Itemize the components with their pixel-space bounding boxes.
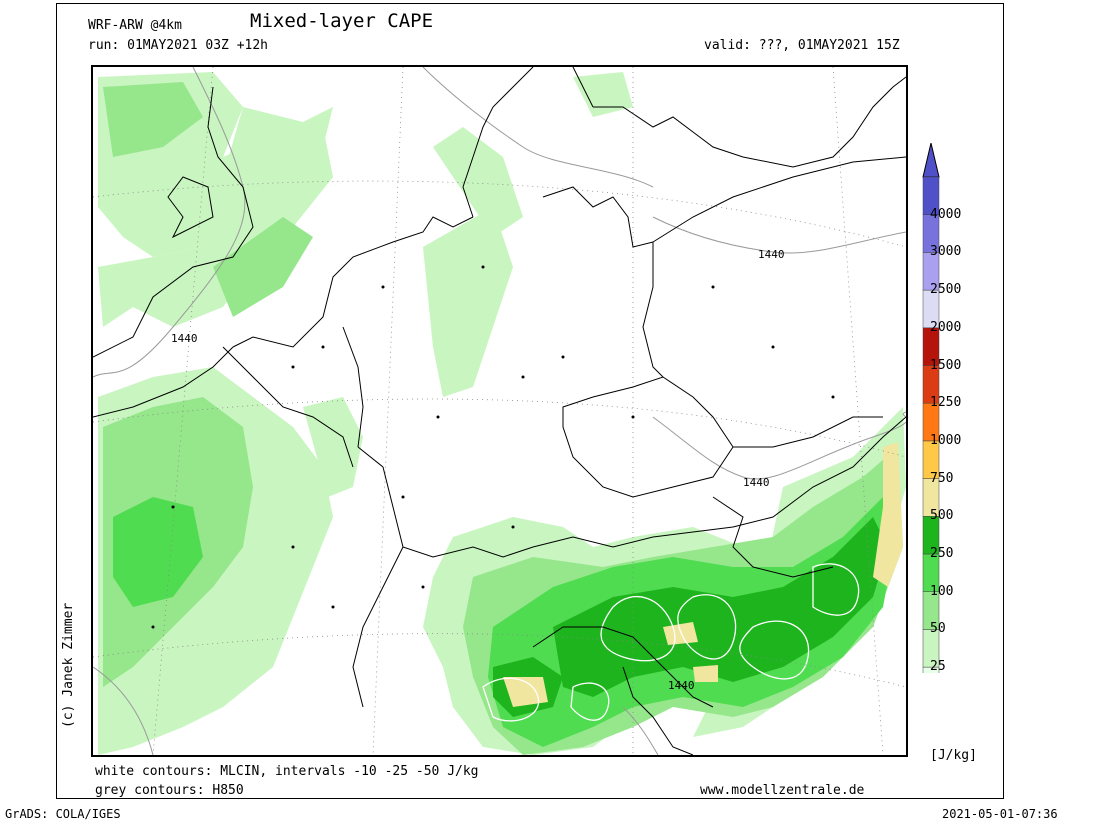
timestamp-label: 2021-05-01-07:36	[942, 807, 1058, 821]
legend-grey-contours: grey contours: H850	[95, 783, 244, 798]
colorbar-tick-label: 2000	[930, 319, 962, 335]
colorbar-tick-label: 750	[930, 470, 954, 486]
map-area: 1440 1440 1440 1440	[91, 65, 908, 757]
mlcin-contours	[482, 563, 860, 722]
colorbar-tick-label: 1500	[930, 357, 962, 373]
credit-label: (c) Janek Zimmer	[61, 602, 76, 728]
software-label: GrADS: COLA/IGES	[5, 807, 121, 821]
cape-field-yellow	[503, 442, 903, 707]
graticule	[93, 67, 906, 755]
h850-label: 1440	[743, 476, 770, 489]
colorbar-tick-label: 3000	[930, 244, 962, 260]
colorbar-tick-label: 250	[930, 546, 954, 561]
colorbar-tick-label: 1000	[930, 432, 962, 448]
colorbar-top-triangle	[922, 142, 940, 178]
map-svg	[93, 67, 906, 755]
colorbar-tick-label: 4000	[930, 206, 962, 222]
legend-white-contours: white contours: MLCIN, intervals -10 -25…	[95, 764, 479, 779]
colorbar-segment	[922, 176, 940, 215]
colorbar: 4000 3000 2500 2000 1500 1250 1000 750 500 250 100…	[920, 142, 1020, 739]
chart-title: Mixed-layer CAPE	[250, 10, 434, 32]
model-label: WRF-ARW @4km	[88, 18, 182, 33]
website-link[interactable]: www.modellzentrale.de	[700, 783, 865, 798]
colorbar-tick-label: 25	[930, 659, 946, 675]
colorbar-tick-label: 500	[930, 508, 954, 524]
colorbar-tick-label: 2500	[930, 282, 962, 298]
colorbar-tick-label: 1250	[930, 395, 962, 411]
h850-label: 1440	[758, 248, 785, 261]
run-label: run: 01MAY2021 03Z +12h	[88, 38, 269, 53]
colorbar-tick-label: 50	[930, 621, 946, 637]
h850-contours	[93, 67, 906, 755]
colorbar-unit: [J/kg]	[930, 748, 977, 763]
coastlines-borders	[93, 67, 906, 755]
colorbar-tick-label: 100	[930, 583, 954, 599]
h850-label: 1440	[171, 332, 198, 345]
h850-label: 1440	[668, 679, 695, 692]
city-markers	[151, 265, 835, 629]
plot-frame	[56, 3, 1004, 799]
valid-label: valid: ???, 01MAY2021 15Z	[704, 38, 900, 53]
